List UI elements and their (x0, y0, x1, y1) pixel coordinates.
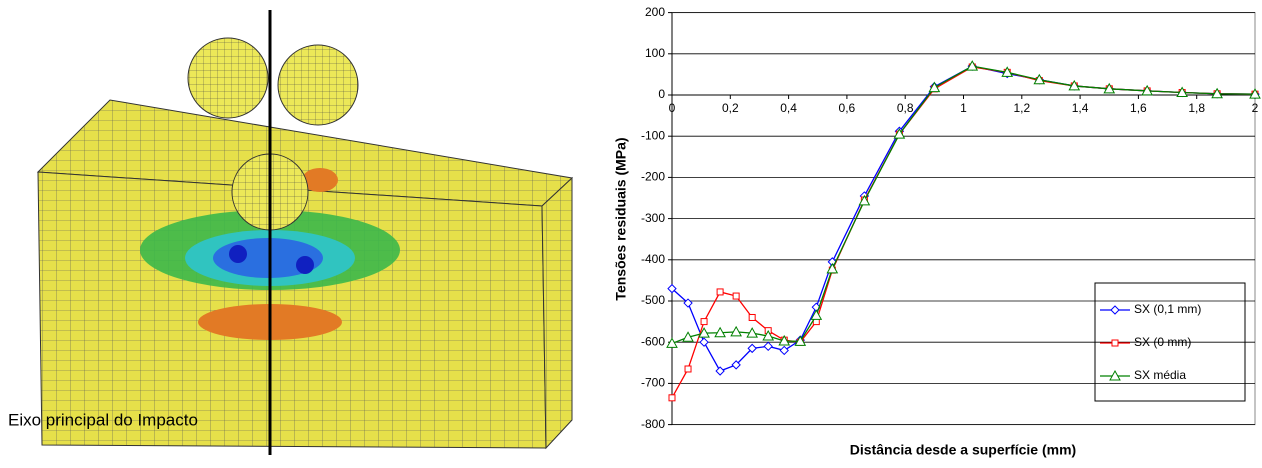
x-tick-label: 1,2 (1013, 101, 1030, 115)
x-tick-label: 1,8 (1188, 101, 1205, 115)
y-tick-label: -200 (641, 170, 665, 184)
data-point (1249, 88, 1261, 99)
y-tick-label: -400 (641, 252, 665, 266)
data-point (715, 366, 725, 376)
legend-label: SX média (1134, 368, 1186, 382)
contour (302, 168, 338, 192)
data-point (810, 309, 823, 320)
contour (229, 245, 247, 263)
data-point (700, 318, 708, 326)
y-tick-label: -800 (641, 417, 665, 431)
legend-marker (1110, 305, 1120, 315)
data-point (732, 292, 740, 300)
data-point (1001, 66, 1014, 77)
data-point (683, 298, 693, 308)
x-tick-label: 1,6 (1130, 101, 1147, 115)
data-point (762, 329, 775, 341)
data-point (1033, 73, 1046, 85)
y-tick-label: 0 (658, 87, 665, 101)
data-point (684, 365, 692, 373)
data-point (794, 335, 807, 346)
data-point (779, 345, 789, 356)
y-tick-label: -300 (641, 211, 665, 225)
x-tick-label: 0,6 (839, 101, 856, 115)
fem-model: Eixo principal do Impacto (8, 10, 574, 455)
y-tick-label: -500 (641, 293, 665, 307)
legend-label: SX (0 mm) (1134, 335, 1191, 349)
data-point (731, 360, 741, 370)
data-point (699, 337, 709, 347)
data-point (747, 343, 757, 354)
data-point (682, 331, 694, 342)
legend-label: SX (0,1 mm) (1134, 302, 1201, 316)
data-point (826, 262, 839, 274)
y-tick-label: 200 (645, 5, 665, 19)
data-point (778, 334, 791, 346)
x-tick-label: 0,4 (780, 101, 797, 115)
image-caption: Eixo principal do Impacto (8, 410, 198, 429)
box-side (541, 176, 573, 450)
data-point (730, 325, 742, 337)
data-point (716, 288, 724, 296)
data-point (748, 313, 756, 321)
data-point (667, 283, 677, 294)
data-point (928, 81, 941, 93)
y-axis-label: Tensões residuais (MPa) (613, 137, 629, 300)
data-point (1103, 82, 1116, 94)
x-tick-label: 2 (1252, 101, 1259, 115)
data-point (763, 341, 773, 352)
x-tick-label: 0,2 (722, 101, 739, 115)
data-point (893, 128, 906, 139)
x-tick-label: 0,8 (897, 101, 914, 115)
data-point (858, 194, 871, 206)
data-point (698, 327, 710, 338)
data-point (966, 60, 979, 71)
contour (296, 256, 314, 274)
data-point (1068, 79, 1081, 91)
data-point (1211, 87, 1223, 99)
data-point (1141, 84, 1153, 96)
disk (277, 44, 359, 126)
x-axis-label: Distância desde a superfície (mm) (850, 442, 1076, 458)
x-tick-label: 1,4 (1072, 101, 1089, 115)
legend-marker (1111, 339, 1119, 347)
disk (187, 37, 269, 119)
data-point (1176, 86, 1188, 98)
y-tick-label: 100 (645, 46, 665, 60)
data-point (746, 327, 759, 338)
legend-marker (1109, 369, 1121, 381)
y-tick-label: -600 (641, 334, 665, 348)
x-tick-label: 0 (669, 101, 676, 115)
data-point (668, 394, 676, 402)
data-point (666, 337, 678, 348)
y-tick-label: -700 (641, 376, 665, 390)
data-point (714, 326, 726, 338)
x-tick-label: 1 (960, 101, 967, 115)
y-tick-label: -100 (641, 128, 665, 142)
